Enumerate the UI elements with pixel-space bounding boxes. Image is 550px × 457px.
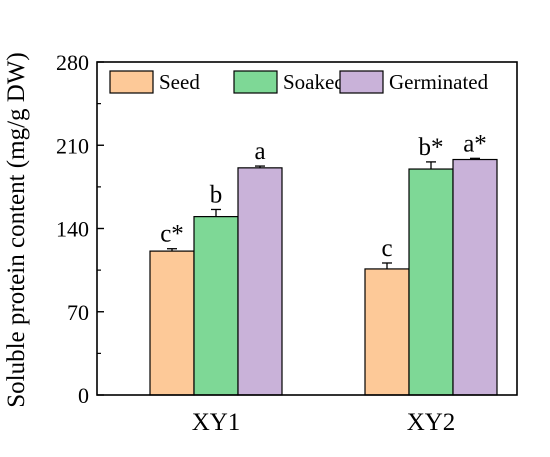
legend-swatch-seed [109,70,154,94]
significance-label: c* [160,221,184,248]
bar-germinated [237,167,283,396]
bar-seed [149,250,195,396]
bar-soaked [193,216,239,396]
legend-swatch-soaked [233,70,278,94]
legend-label: Soaked [283,70,345,94]
plot-frame [96,61,518,396]
y-tick-label: 140 [56,217,89,242]
x-category-label: XY2 [407,409,456,436]
legend-label: Germinated [389,70,489,94]
significance-label: a* [463,130,487,157]
significance-label: b [210,181,223,208]
y-tick-label: 210 [56,133,89,158]
bar-soaked [408,168,454,396]
y-tick-label: 70 [67,300,89,325]
significance-label: b* [419,134,444,161]
y-axis-label: Soluble protein content (mg/g DW) [3,52,30,407]
legend-label: Seed [159,70,200,94]
significance-label: c [381,235,392,262]
y-tick-label: 0 [78,383,89,408]
y-axis-ticks: 0 70 140 210 280 [56,50,104,408]
bar-seed [364,268,410,396]
x-category-label: XY1 [192,409,241,436]
y-tick-label: 280 [56,50,89,75]
legend: Seed Soaked Germinated [109,70,489,94]
significance-label: a [254,138,265,165]
bar-germinated [452,158,498,396]
legend-swatch-germinated [339,70,384,94]
x-axis-categories: XY1 XY2 [192,388,456,436]
bars: c* b a c b* a* [149,130,498,396]
